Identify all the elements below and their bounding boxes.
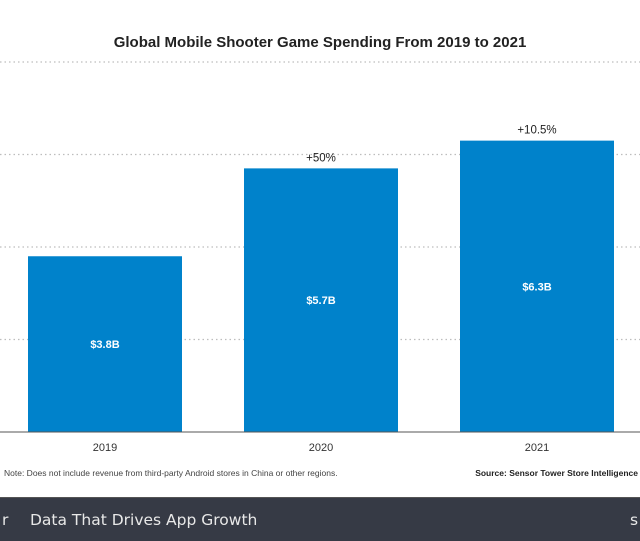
x-tick-2021: 2021 [525, 442, 549, 454]
chart-source: Source: Sensor Tower Store Intelligence [475, 468, 638, 478]
x-tick-2019: 2019 [93, 442, 117, 454]
footer-banner: r Data That Drives App Growth s [0, 497, 640, 541]
bar-2020 [244, 168, 398, 432]
change-label-2021: +10.5% [517, 125, 556, 137]
bar-2021 [460, 140, 614, 432]
bar-chart: Global Mobile Shooter Game Spending From… [0, 34, 640, 478]
footer-brand-fragment: r [2, 511, 9, 529]
footer-tagline: Data That Drives App Growth [30, 511, 258, 529]
chart-title: Global Mobile Shooter Game Spending From… [114, 34, 527, 51]
x-tick-2020: 2020 [309, 442, 333, 454]
bar-2019 [28, 256, 182, 432]
value-label-2020: $5.7B [306, 295, 335, 307]
chart-note: Note: Does not include revenue from thir… [4, 468, 338, 478]
value-label-2019: $3.8B [90, 339, 119, 351]
value-label-2021: $6.3B [522, 281, 551, 293]
change-label-2020: +50% [306, 152, 336, 164]
x-tick-labels: 2019 2020 2021 [93, 442, 549, 454]
footer-url-fragment: s [630, 511, 639, 529]
bars: $3.8B $5.7B +50% $6.3B +10.5% [28, 125, 614, 432]
